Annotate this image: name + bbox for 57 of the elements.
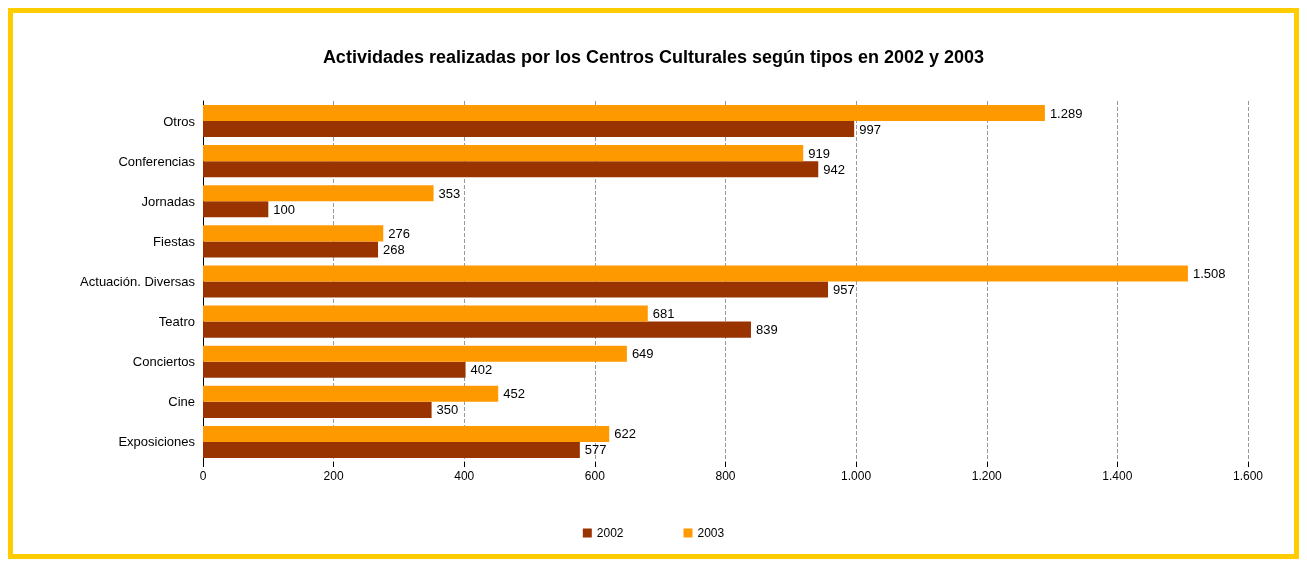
data-label: 622 <box>614 426 636 442</box>
bar <box>203 105 1045 122</box>
x-tick-label: 1.200 <box>971 469 1003 483</box>
x-tick-label: 600 <box>584 469 606 483</box>
bar <box>203 265 1188 282</box>
bar <box>203 241 379 258</box>
bar <box>203 441 580 458</box>
chart-title: Actividades realizadas por los Centros Culturales según tipos en 2002 y 2003 <box>322 47 985 67</box>
x-tick-label: 1.600 <box>1232 469 1264 483</box>
data-label: 402 <box>470 362 493 378</box>
y-tick-label: Teatro <box>158 314 195 330</box>
bar <box>203 345 627 362</box>
data-label: 681 <box>652 306 675 322</box>
bar <box>203 281 829 298</box>
data-label: 1.508 <box>1192 265 1226 281</box>
bar <box>203 401 432 418</box>
y-tick-label: Conferencias <box>118 153 196 169</box>
y-tick-label: Actuación. Diversas <box>80 274 196 289</box>
data-label: 649 <box>631 346 654 362</box>
legend-label: 2002 <box>596 526 624 540</box>
data-label: 452 <box>503 386 525 402</box>
data-label: 957 <box>833 282 855 298</box>
data-label: 919 <box>808 145 830 161</box>
x-tick-label: 400 <box>454 469 475 483</box>
x-tick-label: 800 <box>715 469 736 483</box>
data-label: 997 <box>859 121 881 137</box>
data-label: 350 <box>436 402 459 418</box>
bar <box>203 185 434 202</box>
data-label: 839 <box>755 322 778 338</box>
y-tick-label: Exposiciones <box>118 434 196 450</box>
x-tick-label: 1.000 <box>841 469 872 483</box>
bar <box>203 361 466 378</box>
bar <box>203 305 648 322</box>
bar <box>203 425 610 442</box>
bar <box>203 225 384 242</box>
x-tick-label: 0 <box>199 469 207 483</box>
y-tick-label: Cine <box>168 394 195 410</box>
y-tick-label: Jornadas <box>141 193 196 209</box>
y-tick-label: Otros <box>163 113 196 129</box>
y-tick-label: Conciertos <box>132 354 196 370</box>
data-label: 276 <box>388 225 410 241</box>
bar <box>203 385 499 402</box>
legend-label: 2003 <box>697 526 725 540</box>
data-label: 268 <box>383 241 405 257</box>
data-label: 577 <box>584 442 607 458</box>
data-label: 942 <box>823 161 845 177</box>
bar <box>203 121 855 138</box>
bar <box>203 321 751 338</box>
data-label: 353 <box>438 185 461 201</box>
bar <box>203 161 819 178</box>
data-label: 100 <box>273 201 296 217</box>
bar <box>203 145 804 162</box>
bar <box>203 201 269 218</box>
x-tick-label: 1.400 <box>1102 469 1133 483</box>
x-tick-label: 200 <box>323 469 344 483</box>
y-tick-label: Fiestas <box>153 233 196 249</box>
data-label: 1.289 <box>1049 105 1083 121</box>
